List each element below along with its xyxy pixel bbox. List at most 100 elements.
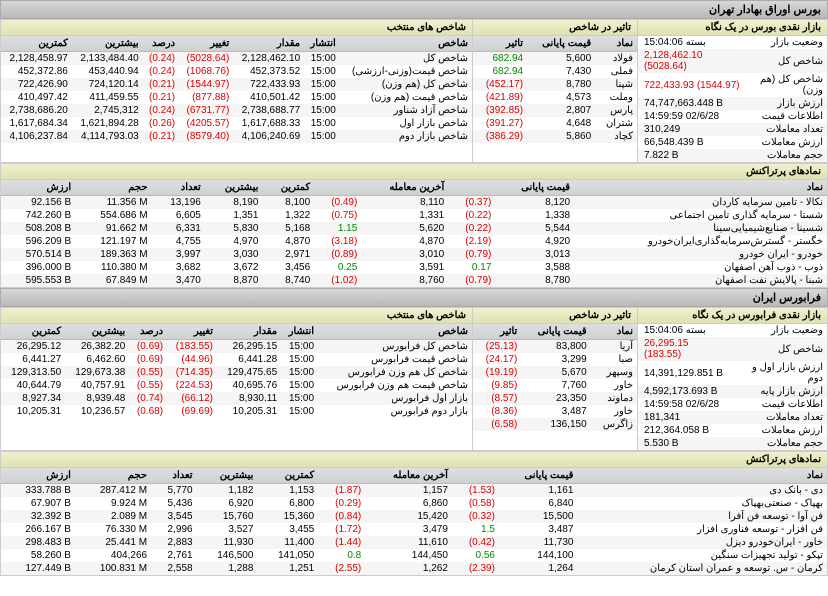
price: 8,780 [527, 78, 595, 91]
col-header: تعداد [151, 468, 197, 484]
col-header: ارزش [1, 180, 75, 196]
col-header: تغییر [167, 324, 217, 340]
symbol-name[interactable]: فن افزار - توسعه فناوری افزار [577, 523, 827, 536]
impact-table: نمادقیمت پایانیتاثیرفولاد5,600682.94فملی… [473, 36, 637, 143]
index-name: شاخص كل [340, 52, 472, 66]
summary-label: اطلاعات قیمت [732, 398, 827, 411]
symbol-name[interactable]: تپکو - تولید تجهیزات سنگین [577, 549, 827, 562]
symbol-name[interactable]: خاور [591, 405, 637, 418]
panel-header: نمادهای پرتراکنش [1, 164, 827, 180]
col-header: بیشترین [205, 180, 263, 196]
col-header: نماد [577, 468, 827, 484]
symbols-table: نمادقیمت پایانیآخرین معاملهکمترینبیشترین… [1, 468, 827, 575]
index-name: شاخص قیمت فرابورس [318, 353, 472, 366]
market-title: بورس اوراق بهادار تهران [0, 0, 828, 19]
symbol-name[interactable]: کرمان - س. توسعه و عمران استان کرمان [577, 562, 827, 575]
impact-value: (391.27) [473, 117, 527, 130]
impact-value: (6.58) [473, 418, 521, 431]
symbol-name[interactable]: نکالا - تامین سرمایه کاردان [574, 196, 827, 210]
col-header: تعداد [152, 180, 205, 196]
summary-label: شاخص کل [744, 49, 827, 73]
impact-value: (8.36) [473, 405, 521, 418]
symbol-name[interactable]: وملت [595, 91, 637, 104]
col-header: کمترین [1, 324, 65, 340]
symbol-name[interactable]: شسینا - صنایع‌شیمیایی‌سینا [574, 222, 827, 235]
col-header: انتشار [304, 36, 340, 52]
index-name: شاخص قیمت هم وزن فرابورس [318, 379, 472, 392]
summary-value: 2,128,462.10 (5028.64) [638, 49, 744, 73]
summary-label: اطلاعات قیمت [744, 110, 827, 123]
impact-value: (8.57) [473, 392, 521, 405]
impact-value: (9.85) [473, 379, 521, 392]
summary-value: 212,364.058 B [638, 424, 732, 437]
summary-value: 7.822 B [638, 149, 744, 162]
summary-table: وضعیت بازاربسته 15:04:06شاخص کل2,128,462… [638, 36, 827, 162]
symbol-name[interactable]: آریا [591, 340, 637, 354]
symbol-name[interactable]: خودرو - ایران‌ خودرو [574, 248, 827, 261]
summary-value: 181,341 [638, 411, 732, 424]
price: 136,150 [521, 418, 590, 431]
summary-label: حجم معاملات [732, 437, 827, 450]
impact-value: (421.89) [473, 91, 527, 104]
col-header: درصد [143, 36, 179, 52]
col-header [314, 180, 361, 196]
symbol-name[interactable]: شتران [595, 117, 637, 130]
price: 4,648 [527, 117, 595, 130]
index-name: شاخص كل (هم وزن) [340, 78, 472, 91]
top-section: بازار نقدی بورس در یک نگاهوضعیت بازاربست… [0, 19, 828, 163]
impact-value: (452.17) [473, 78, 527, 91]
symbol-name[interactable]: خاور - ایران‌خودرو دیزل [577, 536, 827, 549]
symbol-name[interactable]: پارس [595, 104, 637, 117]
impact-value: (19.19) [473, 366, 521, 379]
symbol-name[interactable]: شبنا - پالایش نفت اصفهان [574, 274, 827, 287]
summary-value: 14:59:58 02/6/28 [638, 398, 732, 411]
summary-value: 14:59:59 02/6/28 [638, 110, 744, 123]
symbol-name[interactable]: فملی [595, 65, 637, 78]
symbols-panel: نمادهای پرتراکنشنمادقیمت پایانیآخرین معا… [1, 164, 827, 287]
index-name: شاخص کل فرابورس [318, 340, 472, 354]
index-name: شاخص آزاد شناور [340, 104, 472, 117]
symbol-name[interactable]: خاور [591, 379, 637, 392]
price: 83,800 [521, 340, 590, 354]
impact-value: (24.17) [473, 353, 521, 366]
index-name: شاخص قیمت(وزنی-ارزشی) [340, 65, 472, 78]
symbols-panel: نمادهای پرتراکنشنمادقیمت پایانیآخرین معا… [1, 452, 827, 575]
summary-value: 74,747,663.448 B [638, 97, 744, 110]
symbol-name[interactable]: شپنا [595, 78, 637, 91]
summary-value: 26,295.15 (183.55) [638, 337, 732, 361]
symbol-name[interactable]: بهپاک - صنعتی‌بهپاک [577, 497, 827, 510]
symbol-name[interactable]: صبا [591, 353, 637, 366]
index-name: بازار اول فرابورس [318, 392, 472, 405]
symbol-name[interactable]: شستا - سرمایه گذاری تامین اجتماعی [574, 209, 827, 222]
col-header: قیمت پایانی [521, 324, 590, 340]
symbol-name[interactable]: دی - بانک دی [577, 484, 827, 498]
price: 5,600 [527, 52, 595, 66]
summary-label: ارزش معاملات [744, 136, 827, 149]
index-name: بازار دوم فرابورس [318, 405, 472, 418]
summary-value: 5.530 B [638, 437, 732, 450]
indices-panel: شاخص های منتخبشاخصانتشارمقدارتغییردرصدبی… [1, 20, 472, 162]
summary-panel: بازار نقدی فرابورس در یک نگاهوضعیت بازار… [637, 308, 827, 450]
summary-value: 14,391,129.851 B [638, 361, 732, 385]
symbol-name[interactable]: زاگرس [591, 418, 637, 431]
symbol-name[interactable]: دماوند [591, 392, 637, 405]
symbol-name[interactable]: فن آوا - توسعه فن آفرا [577, 510, 827, 523]
price: 2,807 [527, 104, 595, 117]
impact-table: نمادقیمت پایانیتاثیرآریا83,800(25.13)صبا… [473, 324, 637, 431]
col-header: نماد [595, 36, 637, 52]
col-header: نماد [591, 324, 637, 340]
symbol-name[interactable]: فولاد [595, 52, 637, 66]
summary-table: وضعیت بازاربسته 15:04:06شاخص کل26,295.15… [638, 324, 827, 450]
symbol-name[interactable]: کچاد [595, 130, 637, 143]
summary-label: تعداد معاملات [744, 123, 827, 136]
panel-header: بازار نقدی فرابورس در یک نگاه [638, 308, 827, 324]
summary-label: ارزش بازار پایه [732, 385, 827, 398]
summary-label: شاخص كل (هم وزن) [744, 73, 827, 97]
panel-header: بازار نقدی بورس در یک نگاه [638, 20, 827, 36]
symbol-name[interactable]: خگستر - گسترش‌سرمایه‌گذاری‌ایران‌خودرو [574, 235, 827, 248]
symbol-name[interactable]: وسپهر [591, 366, 637, 379]
symbol-name[interactable]: ذوب - ذوب آهن اصفهان [574, 261, 827, 274]
index-name: شاخص بازار اول [340, 117, 472, 130]
panel-header: شاخص های منتخب [1, 20, 472, 36]
col-header: قیمت پایانی [527, 36, 595, 52]
